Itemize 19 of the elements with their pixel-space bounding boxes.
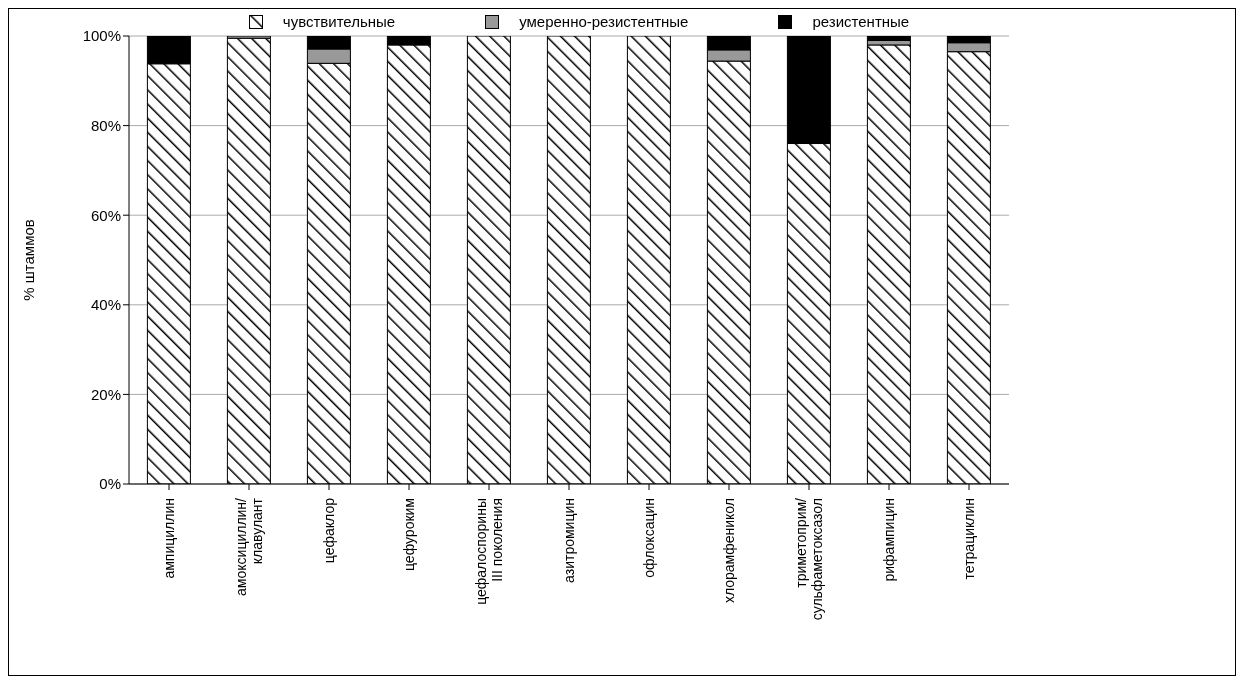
- x-tick-label: азитромицин: [560, 498, 577, 583]
- y-axis-title: % штаммов: [20, 219, 38, 301]
- y-tick-label: 100%: [82, 27, 121, 45]
- x-tick-label: рифампицин: [880, 498, 897, 582]
- y-tick-label: 40%: [90, 296, 121, 314]
- y-tick-label: 80%: [90, 116, 121, 134]
- x-tick-label: цефуроким: [400, 498, 417, 571]
- y-tick-label: 20%: [90, 385, 121, 403]
- legend-label: чувствительные: [281, 13, 396, 30]
- legend-label: резистентные: [811, 13, 910, 30]
- x-tick-label: ампициллин: [160, 498, 177, 579]
- x-tick-label: хлорамфеникол: [720, 498, 737, 604]
- x-tick-label: офлоксацин: [640, 498, 657, 578]
- legend-label: умеренно-резистентные: [518, 13, 689, 30]
- y-tick-label: 0%: [99, 475, 121, 493]
- y-tick-label: 60%: [90, 206, 121, 224]
- x-tick-label: тетрациклин: [960, 498, 977, 580]
- x-tick-label: амоксициллин/ клавулант: [233, 497, 265, 596]
- x-tick-label: цефаклор: [320, 497, 337, 564]
